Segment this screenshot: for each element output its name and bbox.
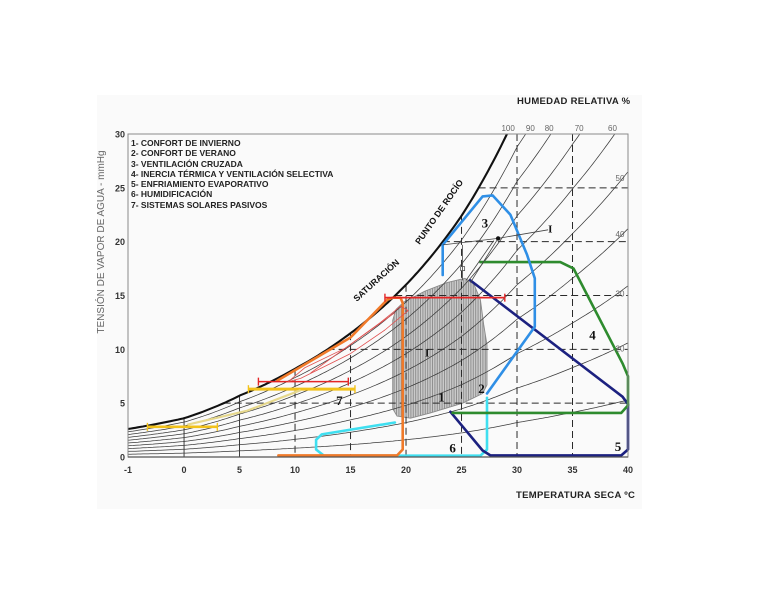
zone-3-label: 3 <box>482 215 489 230</box>
relative-humidity-title: HUMEDAD RELATIVA % <box>517 96 631 107</box>
marker-path <box>287 305 409 383</box>
legend-item-5: 5- ENFRIAMIENTO EVAPORATIVO <box>131 179 269 190</box>
y-tick-label: 25 <box>115 183 125 193</box>
y-tick-label: 10 <box>115 345 125 355</box>
rh-label-top: 80 <box>545 124 554 133</box>
rh-curve <box>128 134 527 433</box>
y-tick-label: 15 <box>115 291 125 301</box>
x-tick-label: -1 <box>124 465 132 475</box>
rh-label-top: 90 <box>526 124 535 133</box>
zone-2-label: 2 <box>478 381 485 396</box>
legend-item-2: 2- CONFORT DE VERANO <box>131 148 236 159</box>
y-axis-title: TENSIÓN DE VAPOR DE AGUA - mmHg <box>96 150 107 334</box>
humidity-curves-layer <box>128 134 628 455</box>
rh-label-right: 40 <box>616 230 625 239</box>
zone-7-label: 7 <box>336 393 343 408</box>
zone-4-boundary <box>451 260 630 415</box>
rh-curve <box>128 342 628 452</box>
x-tick-label: 0 <box>182 465 187 475</box>
x-tick-label: 20 <box>401 465 411 475</box>
rh-label-right: 50 <box>616 174 625 183</box>
legend-item-1: 1- CONFORT DE INVIERNO <box>131 138 241 148</box>
zone-5-label: 5 <box>615 439 622 454</box>
annotation-line <box>465 240 495 281</box>
legend-item-4: 4- INERCIA TÉRMICA Y VENTILACIÓN SELECTI… <box>131 168 334 179</box>
legend-item-7: 7- SISTEMAS SOLARES PASIVOS <box>131 199 268 210</box>
zone-1-area <box>392 277 488 419</box>
marker-path <box>310 312 396 374</box>
rh-label-right: 20 <box>616 344 625 353</box>
x-tick-label: 40 <box>623 465 633 475</box>
zone-6-boundary <box>314 396 489 458</box>
rh-curve <box>128 399 628 455</box>
figure-panel <box>97 95 642 509</box>
annotation-dot <box>495 236 501 241</box>
rh-label-top: 100 <box>501 124 515 133</box>
legend-item-3: 3- VENTILACIÓN CRUZADA <box>131 158 243 169</box>
rh-curve <box>128 285 628 449</box>
annotation-line <box>470 238 499 283</box>
y-tick-label: 0 <box>120 453 125 463</box>
rh-curve <box>128 228 628 447</box>
zone-4-label: 4 <box>589 327 596 342</box>
x-tick-label: 5 <box>237 465 242 475</box>
x-axis-title: TEMPERATURA SECA ºC <box>516 490 636 501</box>
y-tick-label: 20 <box>115 237 125 247</box>
annotations-layer <box>442 229 549 283</box>
y-tick-label: 30 <box>115 130 125 140</box>
dew-point-label: PUNTO DE ROCÍO <box>413 178 465 247</box>
annotation-label: I <box>548 224 552 236</box>
markers-layer <box>146 293 506 431</box>
x-tick-label: 10 <box>290 465 300 475</box>
x-tick-label: 15 <box>346 465 356 475</box>
saturation-curve <box>128 134 509 431</box>
zone-1-label: 1 <box>438 390 445 405</box>
y-tick-label: 5 <box>120 399 125 409</box>
x-tick-label: 30 <box>512 465 522 475</box>
zone-3-boundary <box>441 194 537 395</box>
rh-label-right: 30 <box>616 289 625 298</box>
annotation-label: I <box>425 348 429 360</box>
rh-label-top: 70 <box>575 124 584 133</box>
x-tick-label: 35 <box>567 465 577 475</box>
plot-frame <box>127 133 629 458</box>
rh-curve <box>128 134 581 438</box>
x-tick-label: 25 <box>457 465 467 475</box>
zone-5-boundary <box>449 279 630 457</box>
rh-label-top: 60 <box>608 124 617 133</box>
marker-path <box>187 389 301 426</box>
zone-fill-layer <box>392 277 488 419</box>
grid-layer <box>183 134 628 457</box>
legend: 1- CONFORT DE INVIERNO 2- CONFORT DE VER… <box>131 138 333 210</box>
zone-6-label: 6 <box>449 440 456 455</box>
annotation-square <box>460 266 466 271</box>
legend-item-6: 6- HUMIDIFICACIÓN <box>131 189 213 200</box>
